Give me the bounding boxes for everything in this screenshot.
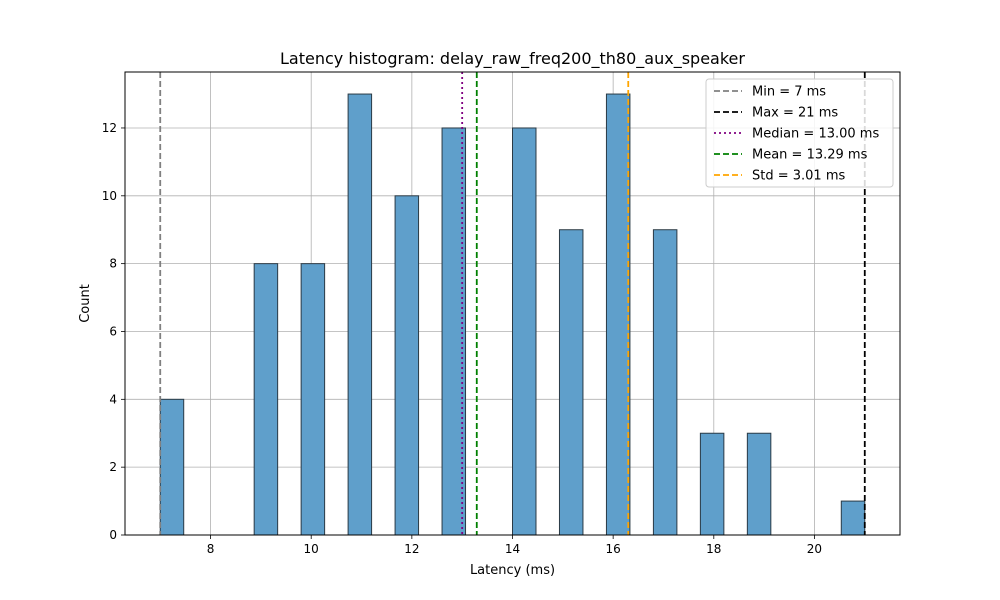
legend-label: Std = 3.01 ms [752, 169, 845, 184]
y-axis-ticks: 0 2 4 6 8 10 12 [102, 121, 125, 542]
histogram-bar [605, 93, 631, 536]
x-tick-label: 12 [404, 542, 419, 556]
y-tick-label: 2 [109, 460, 117, 474]
x-tick-label: 14 [505, 542, 520, 556]
histogram-bar [512, 127, 537, 536]
histogram-bar [558, 229, 584, 536]
legend: Min = 7 ms Max = 21 ms Median = 13.00 ms Me… [705, 78, 894, 188]
chart-title: Latency histogram: delay_raw_freq200_th8… [280, 49, 745, 69]
histogram-bar [159, 398, 185, 536]
x-tick-label: 10 [304, 542, 319, 556]
y-tick-label: 4 [109, 392, 117, 406]
y-tick-label: 10 [102, 189, 117, 203]
x-tick-label: 20 [807, 542, 822, 556]
legend-box [705, 78, 894, 188]
histogram-bar [300, 263, 326, 536]
histogram-bar [699, 432, 725, 536]
histogram-bar [652, 229, 678, 536]
x-tick-label: 16 [606, 542, 621, 556]
legend-label: Min = 7 ms [752, 85, 826, 100]
x-tick-label: 18 [706, 542, 721, 556]
y-tick-label: 12 [102, 121, 117, 135]
y-tick-label: 6 [109, 324, 117, 338]
histogram-bar [347, 93, 373, 536]
legend-label: Median = 13.00 ms [752, 127, 879, 142]
legend-label: Mean = 13.29 ms [752, 148, 868, 163]
x-tick-label: 8 [207, 542, 215, 556]
histogram-bar [746, 432, 772, 536]
legend-label: Max = 21 ms [752, 106, 838, 121]
x-axis-label: Latency (ms) [470, 563, 555, 578]
y-tick-label: 8 [109, 257, 117, 271]
histogram-bar [253, 263, 279, 536]
histogram-bar [394, 195, 420, 536]
y-tick-label: 0 [109, 528, 117, 542]
y-axis-label: Count [78, 284, 93, 323]
histogram-bar [840, 500, 866, 536]
x-axis-ticks: 8 10 12 14 16 18 20 [207, 535, 822, 556]
